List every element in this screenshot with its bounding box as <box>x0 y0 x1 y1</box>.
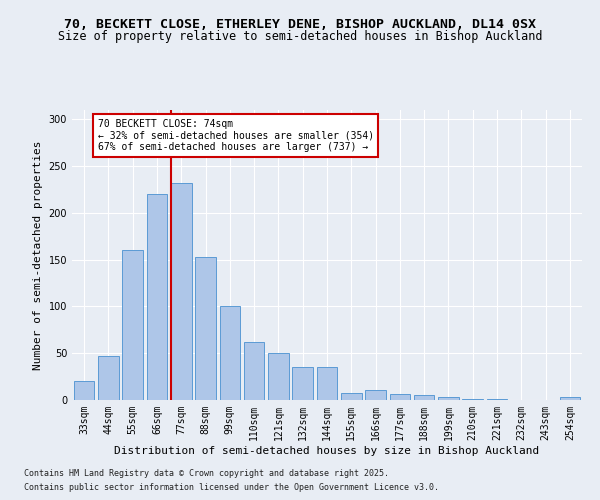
Bar <box>195 257 216 400</box>
Bar <box>244 342 265 400</box>
Text: Size of property relative to semi-detached houses in Bishop Auckland: Size of property relative to semi-detach… <box>58 30 542 43</box>
Bar <box>341 394 362 400</box>
Bar <box>438 397 459 400</box>
Bar <box>389 394 410 400</box>
Text: 70 BECKETT CLOSE: 74sqm
← 32% of semi-detached houses are smaller (354)
67% of s: 70 BECKETT CLOSE: 74sqm ← 32% of semi-de… <box>97 118 374 152</box>
Bar <box>98 356 119 400</box>
Bar <box>171 183 191 400</box>
Bar <box>463 399 483 400</box>
Bar <box>560 397 580 400</box>
Y-axis label: Number of semi-detached properties: Number of semi-detached properties <box>33 140 43 370</box>
Bar <box>414 396 434 400</box>
X-axis label: Distribution of semi-detached houses by size in Bishop Auckland: Distribution of semi-detached houses by … <box>115 446 539 456</box>
Bar <box>220 306 240 400</box>
Text: Contains public sector information licensed under the Open Government Licence v3: Contains public sector information licen… <box>24 484 439 492</box>
Bar <box>146 194 167 400</box>
Bar <box>268 353 289 400</box>
Bar <box>317 368 337 400</box>
Bar <box>365 390 386 400</box>
Bar <box>74 382 94 400</box>
Bar <box>292 368 313 400</box>
Text: 70, BECKETT CLOSE, ETHERLEY DENE, BISHOP AUCKLAND, DL14 0SX: 70, BECKETT CLOSE, ETHERLEY DENE, BISHOP… <box>64 18 536 30</box>
Text: Contains HM Land Registry data © Crown copyright and database right 2025.: Contains HM Land Registry data © Crown c… <box>24 468 389 477</box>
Bar <box>122 250 143 400</box>
Bar <box>487 399 508 400</box>
